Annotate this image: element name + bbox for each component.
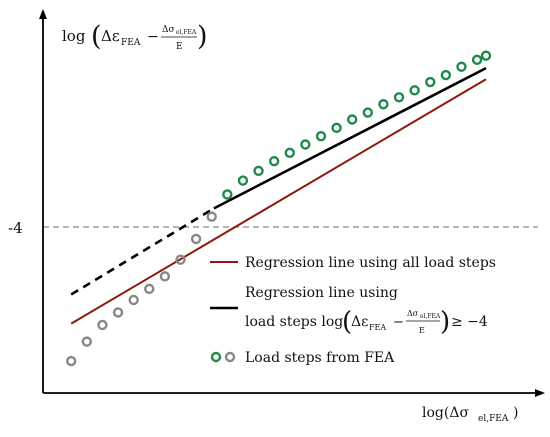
fea-load-step-point [425,76,436,88]
legend-marker-green [210,351,222,363]
fea-load-step-point [128,294,139,306]
fea-load-step-point [190,233,202,245]
fea-load-step-point [378,99,389,110]
fea-load-step-point [456,61,467,72]
svg-text:el,FEA: el,FEA [420,313,441,320]
svg-text:FEA: FEA [369,323,386,332]
fea-load-step-point [315,130,327,142]
svg-text:log(Δσ: log(Δσ [422,405,469,421]
fea-load-step-point [440,69,452,81]
svg-text:Δε: Δε [101,27,120,45]
svg-text:log: log [62,27,86,45]
fea-load-step-point [206,211,217,222]
svg-text:FEA: FEA [121,38,141,48]
fea-load-step-point [66,355,77,367]
fea-load-step-point [237,175,249,186]
svg-text:E: E [176,42,183,52]
fea-load-step-point [81,336,93,347]
y-axis-label: log ( Δε FEA − Δσ el,FEA E ) [62,21,208,52]
legend-marker-gray [224,351,236,363]
reference-label: -4 [8,219,23,237]
fea-load-step-point [284,147,295,159]
svg-text:el,FEA: el,FEA [478,414,509,424]
svg-text:): ) [513,405,518,421]
fea-load-step-point [480,50,492,61]
fea-load-step-point [362,107,374,118]
svg-text:el,FEA: el,FEA [176,29,197,36]
legend-label-all-steps: Regression line using all load steps [245,255,496,271]
svg-text:(: ( [342,307,352,337]
svg-text:Δσ: Δσ [162,25,175,35]
fea-load-step-point [159,271,171,282]
svg-text:Δσ: Δσ [407,309,419,318]
fea-load-step-point [97,319,108,331]
svg-text:E: E [419,326,425,335]
fea-load-step-point [409,85,420,96]
fea-load-step-point [268,155,280,167]
svg-text:Regression line using: Regression line using [245,285,398,301]
series-lines [70,66,487,325]
svg-text:): ) [440,307,450,337]
svg-text:−: − [147,29,159,45]
regression-line-threshold [213,66,487,210]
legend-label-fea-steps: Load steps from FEA [245,350,395,366]
x-axis-label: log(Δσ el,FEA ) [422,405,518,424]
svg-text:(: ( [91,21,102,52]
legend: Regression line using all load steps Reg… [210,255,496,366]
fea-load-step-point [222,189,233,200]
fea-load-step-point [300,139,311,150]
fea-load-step-point [144,283,155,295]
fea-load-step-point [393,92,405,103]
svg-text:−: − [393,315,404,330]
fea-load-step-point [175,254,186,265]
svg-text:): ) [197,21,208,52]
fea-load-step-point [331,122,342,134]
svg-text:Δε: Δε [351,314,368,330]
svg-text:load steps log: load steps log [245,314,343,330]
regression-line-all-steps [70,78,487,325]
fea-load-step-point [347,114,358,125]
series-points [66,50,492,367]
fea-load-step-point [253,165,264,177]
svg-text:≥ −4: ≥ −4 [451,314,488,330]
fea-load-step-point [112,307,124,318]
legend-label-threshold-steps: Regression line using load steps log ( Δ… [245,285,488,337]
fea-load-step-point [471,54,483,66]
